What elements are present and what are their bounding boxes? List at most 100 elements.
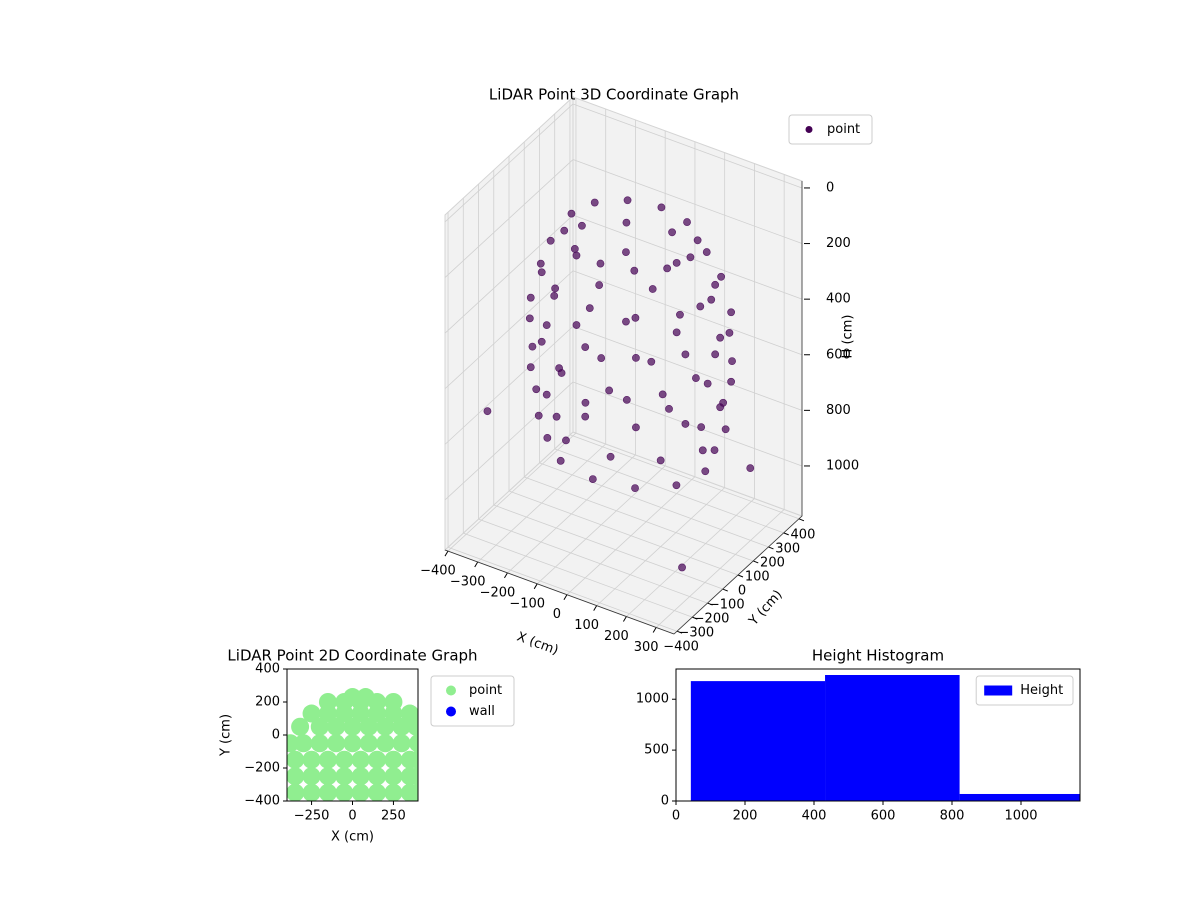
point: [294, 734, 313, 753]
point: [543, 433, 552, 442]
x-tick-label: −200: [480, 585, 516, 600]
point: [707, 295, 716, 304]
point: [351, 783, 370, 801]
point: [351, 750, 370, 769]
y-tick: [753, 560, 759, 564]
point: [681, 420, 690, 428]
point: [528, 342, 537, 351]
grid-line: [493, 504, 723, 590]
point: [384, 693, 403, 711]
point: [623, 196, 632, 205]
y-tick-label: −200: [694, 612, 730, 627]
x-tick-label: 0: [348, 809, 356, 824]
point: [546, 236, 555, 245]
y-tick-label: −300: [678, 626, 714, 641]
x-tick-label: 1000: [1004, 809, 1037, 824]
x-axis-label: X (cm): [515, 630, 561, 659]
point: [359, 717, 378, 736]
point: [384, 783, 403, 801]
point: [622, 248, 630, 256]
z-axis-label: H (cm): [841, 315, 856, 359]
point: [327, 717, 346, 736]
point: [622, 218, 631, 227]
point: [658, 390, 667, 399]
y-axis-line: [673, 515, 803, 635]
point: [542, 390, 551, 399]
point: [588, 475, 597, 484]
point: [668, 228, 676, 237]
x-axis-line: [444, 549, 675, 635]
point: [542, 321, 551, 330]
y-tick: [722, 588, 728, 592]
point: [590, 198, 599, 207]
point: [672, 258, 681, 267]
x-tick: [504, 572, 508, 579]
y-tick-label: 300: [775, 541, 800, 556]
point: [343, 734, 362, 753]
x-tick-label: 300: [634, 640, 659, 655]
point: [595, 281, 604, 289]
y-tick-label: 0: [661, 794, 669, 809]
point: [697, 423, 706, 432]
x-tick-label: 200: [733, 809, 758, 824]
point: [692, 374, 700, 382]
point: [725, 328, 734, 337]
point: [585, 304, 594, 313]
point: [721, 425, 730, 434]
z-tick-label: 800: [826, 403, 851, 418]
point: [716, 333, 725, 342]
point: [672, 328, 681, 337]
point: [622, 317, 630, 326]
point: [556, 456, 565, 465]
y-tick-label: −200: [244, 761, 280, 776]
x-tick: [533, 583, 538, 590]
point: [630, 266, 639, 275]
z-tick-label: 200: [826, 236, 851, 251]
y-tick-label: 0: [272, 728, 280, 743]
point: [711, 350, 720, 359]
point: [632, 353, 640, 362]
x-tick-label: 100: [574, 618, 599, 633]
point: [310, 734, 329, 753]
y-tick: [737, 574, 744, 578]
grid-line: [447, 546, 678, 632]
point: [302, 704, 321, 723]
point: [327, 734, 346, 753]
point: [581, 398, 590, 407]
point: [400, 704, 418, 723]
x-tick-label: −300: [450, 575, 486, 590]
point: [532, 385, 541, 394]
point: [683, 218, 691, 226]
x-tick-label: 0: [672, 809, 680, 824]
y-tick-label: 400: [255, 662, 280, 677]
grid-line: [572, 270, 803, 356]
point: [656, 456, 665, 465]
point: [711, 280, 720, 289]
point: [746, 464, 755, 473]
grid-line: [444, 270, 574, 390]
y-tick-label: 200: [760, 555, 785, 570]
z-tick-label: 400: [826, 292, 851, 307]
point: [534, 411, 543, 420]
point: [287, 783, 305, 801]
point: [665, 404, 673, 413]
grid-line: [572, 103, 803, 189]
x-axis-label: X (cm): [331, 830, 374, 845]
point: [302, 750, 321, 769]
point: [555, 364, 563, 373]
point: [483, 407, 492, 416]
point: [622, 395, 631, 404]
point: [719, 398, 728, 407]
point: [648, 285, 657, 293]
legend-marker: [446, 685, 456, 696]
point: [310, 717, 329, 736]
point: [562, 436, 570, 445]
point: [676, 310, 684, 319]
legend-box: [788, 114, 873, 145]
grid-line: [572, 159, 803, 244]
point: [647, 357, 656, 366]
point: [351, 767, 370, 786]
point: [526, 293, 535, 302]
point: [368, 783, 387, 801]
